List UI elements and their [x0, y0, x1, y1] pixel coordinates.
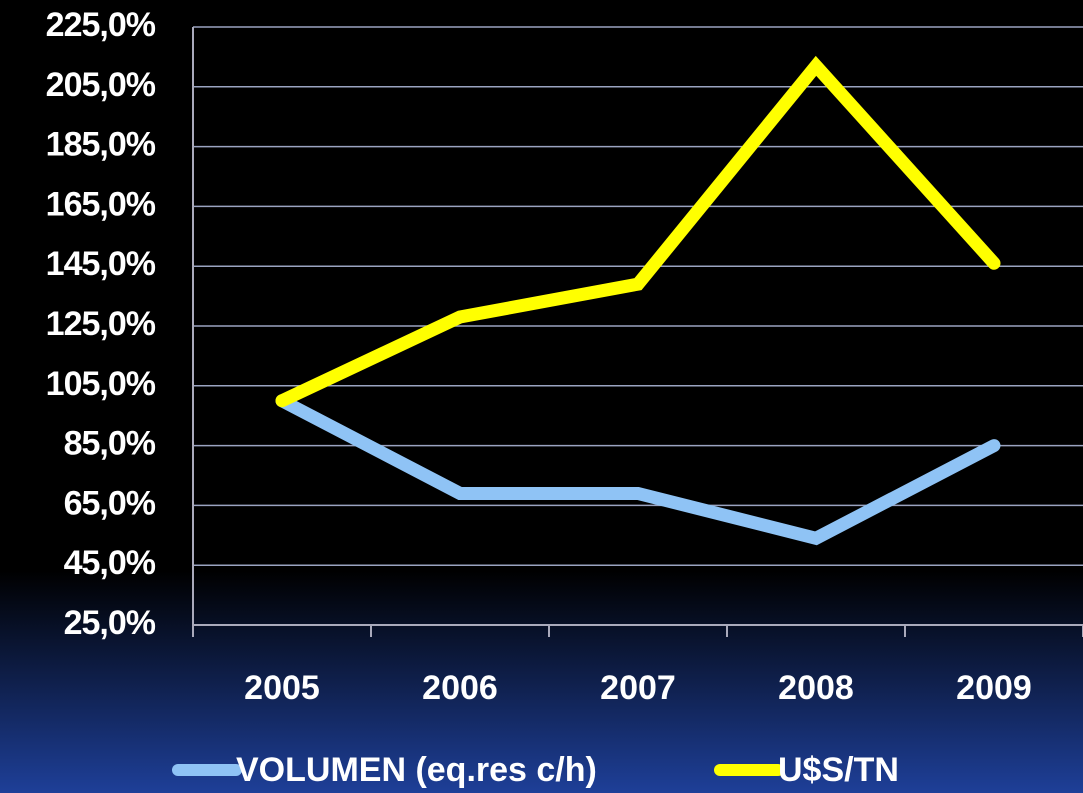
- y-tick-label: 145,0%: [46, 245, 156, 283]
- x-tick-label: 2006: [422, 669, 498, 707]
- y-tick-label: 65,0%: [64, 484, 156, 522]
- series-line: [275, 394, 1001, 546]
- y-tick-label: 25,0%: [64, 604, 156, 642]
- y-tick-label: 205,0%: [46, 66, 156, 104]
- y-tick-label: 45,0%: [64, 544, 156, 582]
- y-tick-label: 125,0%: [46, 305, 156, 343]
- y-tick-label: 225,0%: [46, 6, 156, 44]
- series-line: [275, 55, 1001, 408]
- y-tick-label: 185,0%: [46, 126, 156, 164]
- legend-label: U$S/TN: [778, 751, 899, 789]
- y-tick-label: 165,0%: [46, 185, 156, 223]
- y-tick-label: 85,0%: [64, 425, 156, 463]
- legend-label: VOLUMEN (eq.res c/h): [236, 751, 597, 789]
- x-tick-label: 2009: [956, 669, 1032, 707]
- x-tick-label: 2008: [778, 669, 854, 707]
- x-tick-label: 2007: [600, 669, 676, 707]
- x-tick-label: 2005: [244, 669, 320, 707]
- y-tick-label: 105,0%: [46, 365, 156, 403]
